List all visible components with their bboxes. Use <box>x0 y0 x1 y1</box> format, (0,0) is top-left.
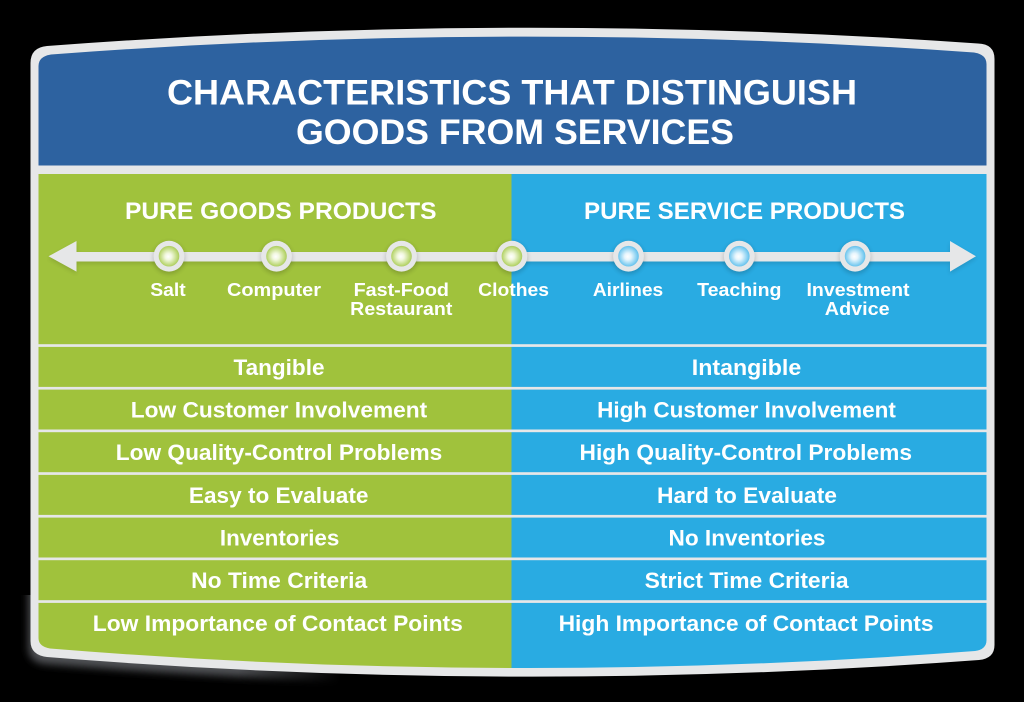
svg-text:Tangible: Tangible <box>234 355 325 380</box>
svg-text:Fast-Food: Fast-Food <box>354 280 449 300</box>
svg-text:Low Quality-Control Problems: Low Quality-Control Problems <box>116 440 443 465</box>
svg-text:PURE SERVICE PRODUCTS: PURE SERVICE PRODUCTS <box>584 198 905 225</box>
svg-text:Computer: Computer <box>227 280 321 300</box>
svg-text:Salt: Salt <box>150 280 186 300</box>
svg-text:Strict Time Criteria: Strict Time Criteria <box>645 568 850 593</box>
svg-text:Clothes: Clothes <box>478 280 549 300</box>
svg-text:Hard to Evaluate: Hard to Evaluate <box>657 483 837 508</box>
svg-text:GOODS FROM SERVICES: GOODS FROM SERVICES <box>296 113 734 152</box>
svg-text:Low Customer Involvement: Low Customer Involvement <box>131 398 428 423</box>
svg-text:High Customer Involvement: High Customer Involvement <box>597 398 896 423</box>
svg-text:Easy to Evaluate: Easy to Evaluate <box>189 483 369 508</box>
svg-text:Low Importance of Contact Poin: Low Importance of Contact Points <box>93 611 463 636</box>
svg-text:PURE GOODS PRODUCTS: PURE GOODS PRODUCTS <box>125 198 437 225</box>
svg-text:Teaching: Teaching <box>697 280 781 300</box>
svg-text:High Importance of Contact Poi: High Importance of Contact Points <box>559 611 934 636</box>
svg-text:High Quality-Control Problems: High Quality-Control Problems <box>580 440 913 465</box>
svg-text:CHARACTERISTICS THAT DISTINGUI: CHARACTERISTICS THAT DISTINGUISH <box>167 74 857 113</box>
svg-text:No Time Criteria: No Time Criteria <box>191 568 368 593</box>
svg-text:Inventories: Inventories <box>220 526 340 551</box>
svg-text:Investment: Investment <box>807 280 910 300</box>
svg-text:Airlines: Airlines <box>593 280 663 300</box>
svg-text:Advice: Advice <box>825 299 890 319</box>
svg-text:Restaurant: Restaurant <box>350 299 452 319</box>
svg-text:No Inventories: No Inventories <box>669 526 826 551</box>
svg-text:Intangible: Intangible <box>692 355 802 380</box>
